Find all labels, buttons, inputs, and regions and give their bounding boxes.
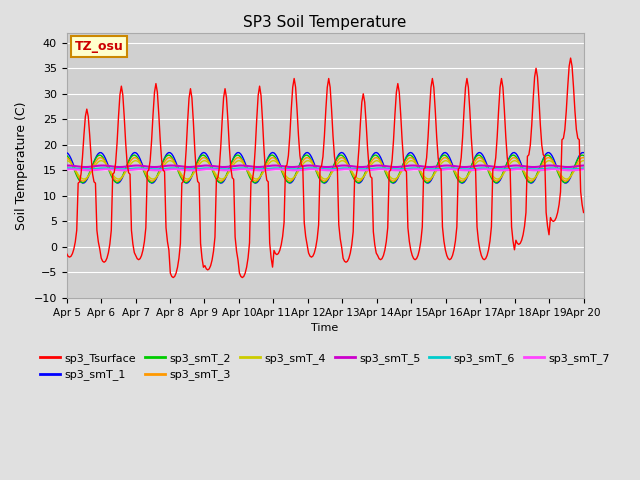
sp3_smT_7 <box>236 167 243 172</box>
Line: sp3_smT_3: sp3_smT_3 <box>67 157 584 181</box>
sp3_Tsurface <box>244 255 252 261</box>
sp3_smT_3 <box>580 155 588 161</box>
sp3_smT_5 <box>552 163 560 169</box>
sp3_smT_1 <box>234 150 242 156</box>
sp3_Tsurface <box>126 171 134 177</box>
Line: sp3_smT_2: sp3_smT_2 <box>67 155 584 182</box>
sp3_smT_4 <box>236 158 243 164</box>
sp3_smT_4 <box>580 158 588 164</box>
sp3_smT_2 <box>580 153 588 158</box>
sp3_Tsurface <box>567 55 575 61</box>
sp3_smT_3 <box>289 177 296 182</box>
sp3_smT_5 <box>244 163 252 169</box>
sp3_smT_4 <box>127 160 135 166</box>
sp3_smT_5 <box>218 164 226 170</box>
sp3_Tsurface <box>218 118 226 123</box>
sp3_smT_1 <box>217 180 225 186</box>
sp3_smT_6 <box>236 166 243 171</box>
sp3_smT_2 <box>236 153 243 159</box>
sp3_smT_1 <box>338 150 346 156</box>
X-axis label: Time: Time <box>312 323 339 333</box>
sp3_smT_3 <box>126 159 134 165</box>
sp3_smT_2 <box>63 153 70 158</box>
Line: sp3_smT_1: sp3_smT_1 <box>67 153 584 183</box>
sp3_smT_7 <box>67 167 75 172</box>
sp3_smT_6 <box>218 167 226 172</box>
sp3_smT_5 <box>236 163 243 168</box>
sp3_smT_3 <box>63 155 70 161</box>
sp3_smT_7 <box>127 167 135 173</box>
sp3_smT_4 <box>291 174 298 180</box>
sp3_Tsurface <box>580 210 588 216</box>
sp3_smT_3 <box>321 178 328 184</box>
sp3_Tsurface <box>236 270 243 276</box>
sp3_smT_1 <box>554 167 561 172</box>
sp3_smT_4 <box>218 176 226 182</box>
sp3_smT_5 <box>291 164 298 170</box>
sp3_smT_6 <box>291 167 298 172</box>
sp3_smT_7 <box>567 168 575 173</box>
sp3_smT_5 <box>127 163 135 169</box>
sp3_smT_4 <box>244 168 252 174</box>
Line: sp3_Tsurface: sp3_Tsurface <box>67 58 584 277</box>
sp3_smT_6 <box>565 167 573 172</box>
sp3_smT_5 <box>64 163 72 168</box>
sp3_smT_7 <box>244 167 252 172</box>
sp3_Tsurface <box>552 215 560 220</box>
sp3_Tsurface <box>291 76 298 82</box>
sp3_smT_2 <box>218 179 226 185</box>
sp3_smT_1 <box>63 150 70 156</box>
sp3_smT_7 <box>291 168 298 173</box>
sp3_smT_1 <box>289 178 296 184</box>
Line: sp3_smT_7: sp3_smT_7 <box>67 169 584 170</box>
sp3_smT_2 <box>244 171 252 177</box>
Line: sp3_smT_4: sp3_smT_4 <box>67 161 584 179</box>
sp3_smT_1 <box>243 164 250 170</box>
sp3_smT_7 <box>63 167 70 172</box>
sp3_smT_3 <box>338 155 346 160</box>
sp3_smT_4 <box>80 176 88 182</box>
Title: SP3 Soil Temperature: SP3 Soil Temperature <box>243 15 407 30</box>
sp3_smT_2 <box>127 154 135 159</box>
sp3_smT_7 <box>580 167 588 172</box>
sp3_smT_2 <box>79 180 86 185</box>
sp3_smT_6 <box>63 166 70 171</box>
Legend: sp3_Tsurface, sp3_smT_1, sp3_smT_2, sp3_smT_3, sp3_smT_4, sp3_smT_5, sp3_smT_6, : sp3_Tsurface, sp3_smT_1, sp3_smT_2, sp3_… <box>36 348 614 385</box>
sp3_smT_1 <box>580 150 588 156</box>
sp3_smT_6 <box>127 166 135 171</box>
sp3_smT_5 <box>63 163 70 168</box>
sp3_Tsurface <box>63 251 70 256</box>
Y-axis label: Soil Temperature (C): Soil Temperature (C) <box>15 101 28 229</box>
sp3_smT_6 <box>244 166 252 171</box>
sp3_smT_6 <box>552 166 560 171</box>
sp3_smT_3 <box>243 166 250 172</box>
sp3_smT_3 <box>217 178 225 184</box>
sp3_Tsurface <box>170 275 177 280</box>
sp3_smT_3 <box>554 168 561 174</box>
Line: sp3_smT_5: sp3_smT_5 <box>67 166 584 167</box>
sp3_smT_7 <box>218 168 226 173</box>
sp3_smT_7 <box>552 167 560 172</box>
sp3_smT_6 <box>66 166 74 171</box>
sp3_smT_5 <box>564 164 572 170</box>
Line: sp3_smT_6: sp3_smT_6 <box>67 168 584 169</box>
sp3_smT_4 <box>552 165 560 170</box>
Text: TZ_osu: TZ_osu <box>74 40 123 53</box>
sp3_smT_6 <box>580 166 588 171</box>
sp3_smT_1 <box>321 180 328 186</box>
sp3_smT_2 <box>579 152 586 158</box>
sp3_smT_5 <box>580 163 588 168</box>
sp3_smT_2 <box>291 175 298 180</box>
sp3_smT_2 <box>552 166 560 171</box>
sp3_smT_1 <box>126 155 134 161</box>
sp3_smT_3 <box>234 155 242 160</box>
sp3_smT_4 <box>63 158 70 164</box>
